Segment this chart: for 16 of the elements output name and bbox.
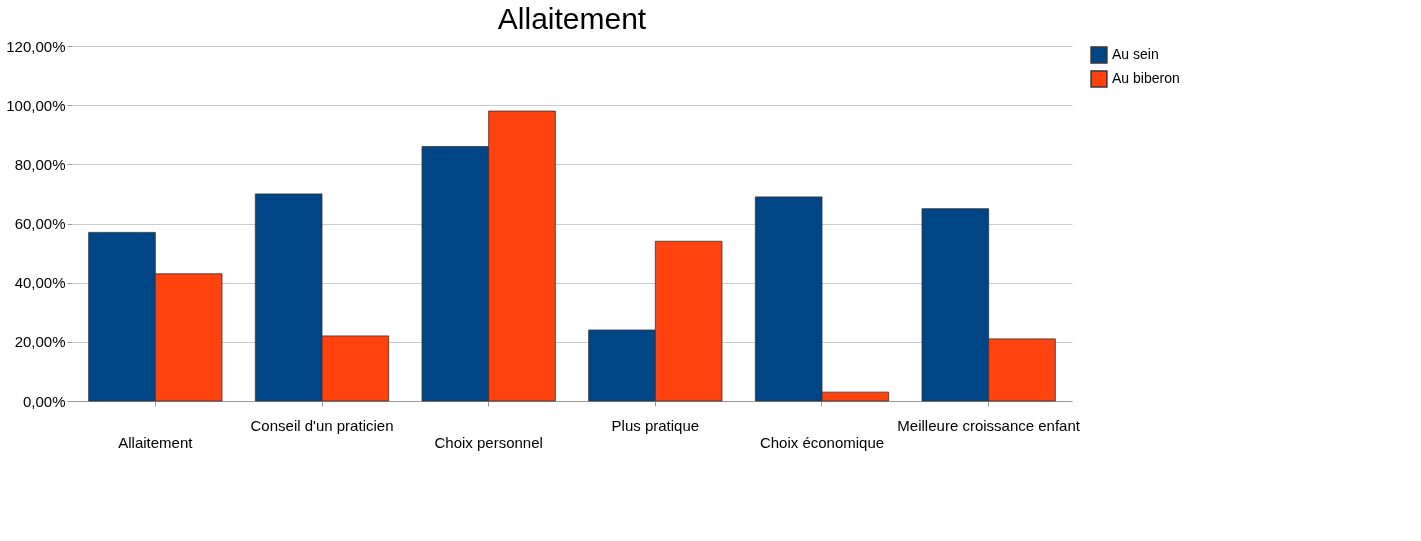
y-tick-label: 40,00% bbox=[14, 274, 66, 292]
y-tick-label: 120,00% bbox=[6, 37, 66, 55]
legend-label: Au sein bbox=[1112, 46, 1159, 62]
x-tick-label: Plus pratique bbox=[611, 416, 700, 434]
x-tick-label: Choix personnel bbox=[434, 433, 543, 451]
y-tick-label: 0,00% bbox=[22, 392, 66, 410]
y-tick-label: 60,00% bbox=[14, 215, 66, 232]
x-tick-label: Meilleure croissance enfant bbox=[897, 416, 1081, 434]
x-tick-label: Choix économique bbox=[759, 433, 885, 451]
y-tick-label: 80,00% bbox=[14, 155, 66, 173]
y-tick-label: 20,00% bbox=[14, 333, 66, 351]
x-tick-label: Allaitement bbox=[118, 433, 194, 451]
x-tick-label: Conseil d'un praticien bbox=[250, 416, 394, 434]
chart-title: Allaitement bbox=[497, 2, 647, 35]
legend-label: Au biberon bbox=[1112, 70, 1180, 86]
y-tick-label: 100,00% bbox=[6, 96, 66, 114]
